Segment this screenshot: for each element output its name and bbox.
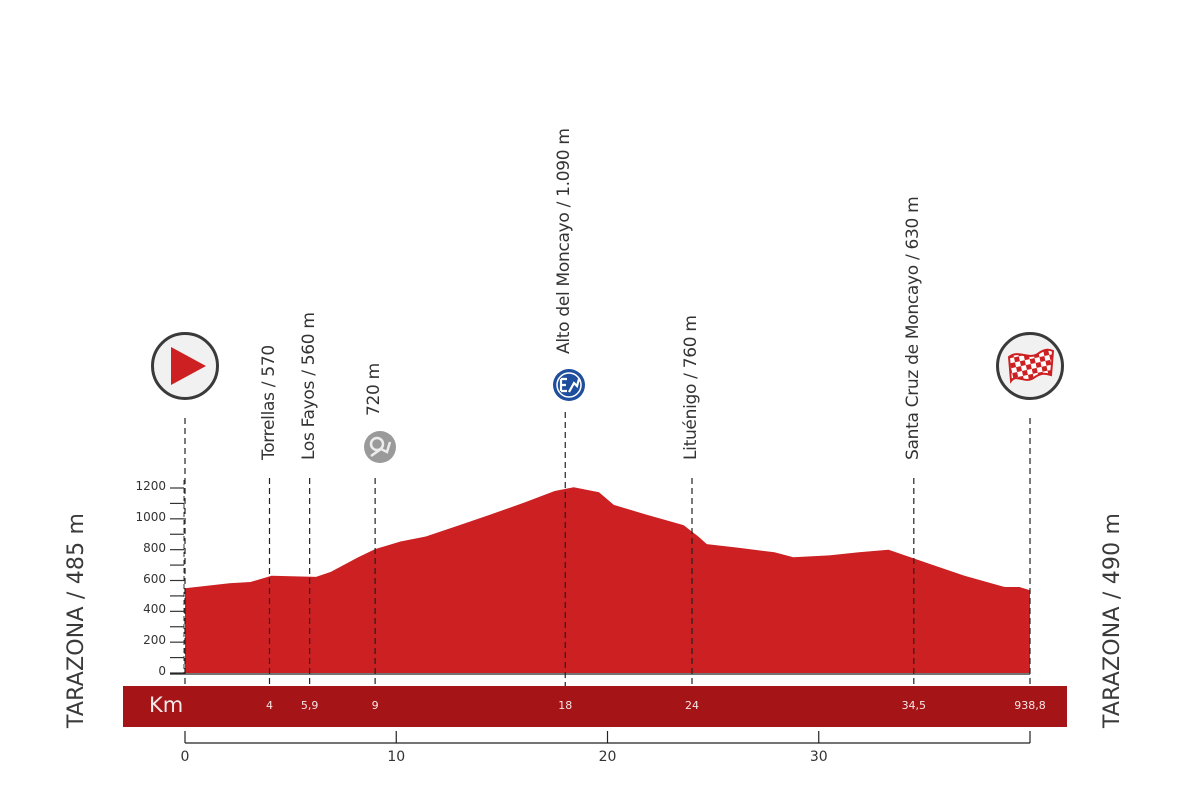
km-marker-value: 24 xyxy=(685,699,699,712)
x-axis xyxy=(184,731,1031,744)
km-marker-value: 18 xyxy=(558,699,573,712)
elevation-area xyxy=(185,487,1030,673)
waypoint-dash-lines-overlay xyxy=(184,412,1031,686)
km-marker-value: 5,9 xyxy=(300,699,319,712)
x-tick-label: 0 xyxy=(180,749,190,765)
km-bar: Km 4 5,9 9 18 24 34,5 938,8 xyxy=(123,686,1067,727)
checkered-flag-icon xyxy=(1007,348,1055,384)
mountain-climb-icon xyxy=(553,369,585,401)
y-tick-label: 0 xyxy=(158,664,166,678)
waypoint-label: 720 m xyxy=(364,363,385,416)
finish-badge xyxy=(996,332,1064,400)
km-marker-value: 34,5 xyxy=(901,699,927,712)
x-tick-label: 10 xyxy=(387,749,406,765)
y-tick-label: 200 xyxy=(143,633,166,648)
y-axis xyxy=(170,480,185,674)
y-tick-label: 1200 xyxy=(135,479,166,493)
intermediate-sprint-icon xyxy=(364,431,396,463)
waypoint-label: Torrellas / 570 xyxy=(258,345,279,460)
start-location-label: TARAZONA / 485 m xyxy=(64,512,89,728)
y-tick-label: 800 xyxy=(143,540,166,555)
waypoint-label: Los Fayos / 560 m xyxy=(298,312,319,460)
km-bar-label: Km xyxy=(149,693,184,717)
waypoint-label: Santa Cruz de Moncayo / 630 m xyxy=(902,196,923,460)
km-marker-value: 938,8 xyxy=(1014,699,1046,712)
km-marker-value: 9 xyxy=(371,699,379,712)
waypoint-label: Lituénigo / 760 m xyxy=(681,315,701,460)
start-badge xyxy=(151,332,219,400)
y-tick-label: 400 xyxy=(143,602,166,617)
finish-location-label: TARAZONA / 490 m xyxy=(1100,512,1125,728)
x-tick-label: 30 xyxy=(809,749,828,765)
waypoint-label: Alto del Moncayo / 1.090 m xyxy=(554,128,575,354)
y-tick-label: 1000 xyxy=(135,509,166,524)
y-tick-label: 600 xyxy=(143,571,166,586)
play-icon xyxy=(171,347,206,385)
km-marker-value: 4 xyxy=(266,699,273,712)
x-tick-label: 20 xyxy=(598,749,617,765)
